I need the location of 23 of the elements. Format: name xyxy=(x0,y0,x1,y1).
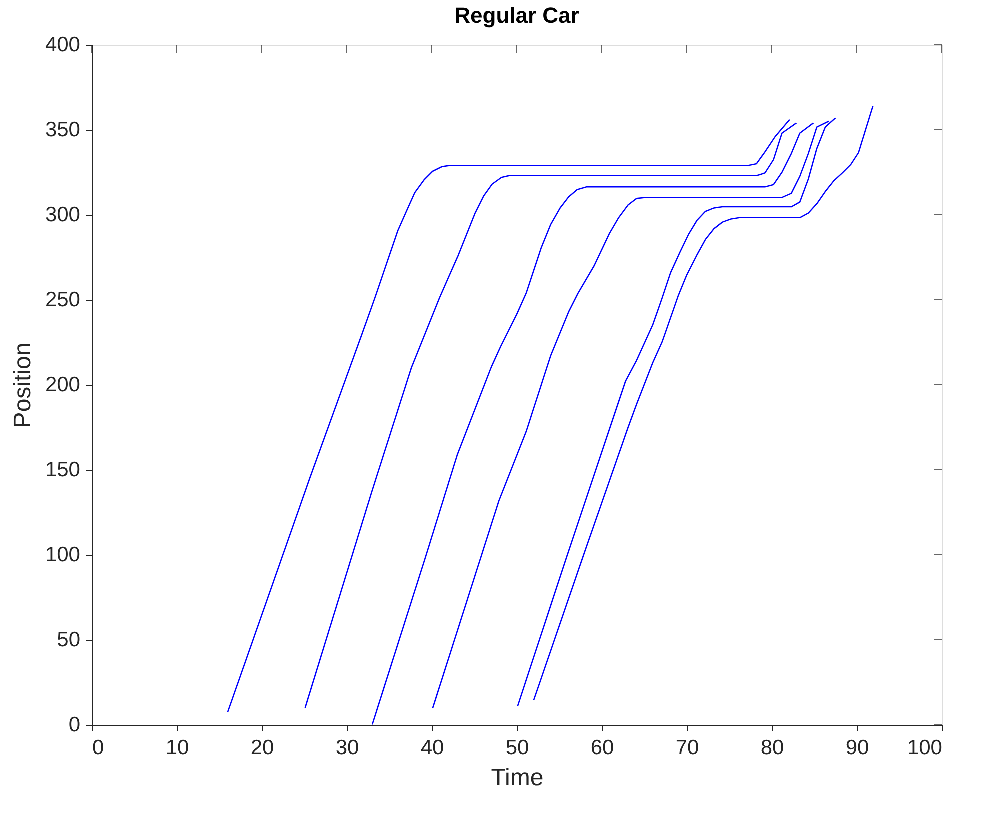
y-tick-label: 400 xyxy=(45,34,80,56)
y-tick-label: 50 xyxy=(57,628,80,652)
chart-title: Regular Car xyxy=(454,3,580,28)
x-tick-label: 90 xyxy=(846,736,870,760)
y-tick-label: 350 xyxy=(45,118,80,142)
x-tick-label: 40 xyxy=(420,736,444,760)
x-tick-label: 50 xyxy=(506,736,530,760)
y-tick-label: 250 xyxy=(45,288,80,312)
y-axis-title: Position xyxy=(9,342,36,428)
x-axis-title: Time xyxy=(491,764,544,792)
x-tick-label: 70 xyxy=(676,736,700,760)
x-tick-label: 60 xyxy=(590,736,614,760)
y-tick-label: 300 xyxy=(45,204,80,226)
y-tick-label: 100 xyxy=(45,544,80,566)
x-tick-label: 100 xyxy=(907,736,942,760)
y-tick-label: 200 xyxy=(45,374,80,396)
y-tick-label: 150 xyxy=(45,458,80,482)
x-tick-label: 30 xyxy=(336,736,360,760)
x-tick-label: 20 xyxy=(250,736,274,760)
x-tick-label: 80 xyxy=(760,736,784,760)
y-tick-label: 0 xyxy=(68,714,80,736)
x-tick-label: 0 xyxy=(92,736,104,760)
x-tick-label: 10 xyxy=(166,736,190,760)
